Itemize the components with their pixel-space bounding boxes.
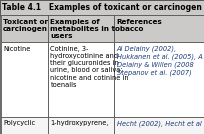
Bar xyxy=(114,15,204,42)
Text: Hecht (2002), Hecht et al: Hecht (2002), Hecht et al xyxy=(117,120,201,126)
Bar xyxy=(114,117,204,134)
Text: Al Delainy (2002),
Hukkanen et al. (2005), A
Delainy & Willen (2008
Stepanov et : Al Delainy (2002), Hukkanen et al. (2005… xyxy=(117,46,202,76)
Text: 1-hydroxypyrene,: 1-hydroxypyrene, xyxy=(50,120,109,126)
Text: Cotinine, 3-
hydroxycotinine and
their glucuronides in
urine, blood or saliva;
n: Cotinine, 3- hydroxycotinine and their g… xyxy=(50,46,129,88)
Text: Table 4.1   Examples of toxicant or carcinogen metabolites i: Table 4.1 Examples of toxicant or carcin… xyxy=(2,3,204,12)
Text: Nicotine: Nicotine xyxy=(3,46,30,52)
Text: References: References xyxy=(117,19,162,25)
Bar xyxy=(48,117,114,134)
Bar xyxy=(0,0,204,15)
Bar xyxy=(1,117,48,134)
Text: Polycyclic: Polycyclic xyxy=(3,120,35,126)
Text: Examples of
metabolites in tobacco
users: Examples of metabolites in tobacco users xyxy=(50,19,144,39)
Text: Toxicant or
carcinogen: Toxicant or carcinogen xyxy=(3,19,48,32)
Bar xyxy=(1,15,48,42)
Bar xyxy=(1,42,48,117)
Bar xyxy=(48,15,114,42)
Bar xyxy=(48,42,114,117)
Bar xyxy=(114,42,204,117)
